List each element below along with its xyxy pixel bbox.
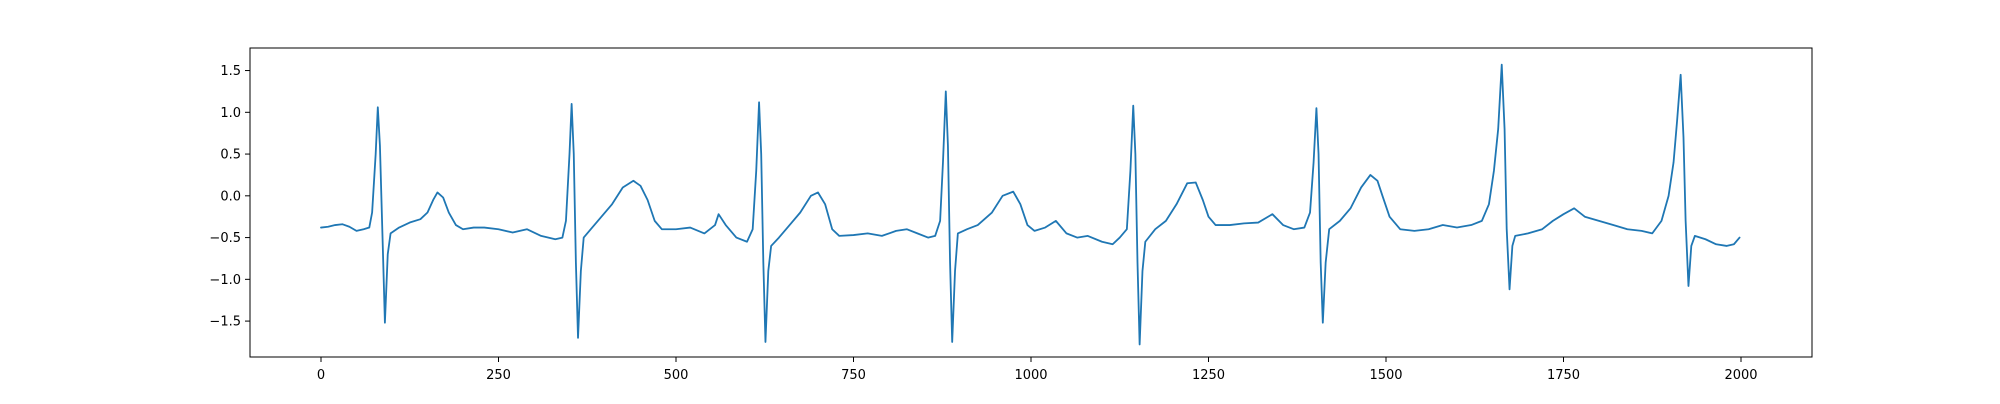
plot-area <box>250 48 1812 357</box>
x-tick-label: 1250 <box>1192 368 1225 383</box>
x-tick-label: 1500 <box>1369 368 1402 383</box>
x-tick-label: 0 <box>317 368 325 383</box>
y-tick-label: −1.5 <box>209 315 241 330</box>
y-tick-label: 0.5 <box>220 148 241 163</box>
x-tick-label: 1750 <box>1547 368 1580 383</box>
y-tick-label: −1.0 <box>209 273 241 288</box>
x-tick-label: 1000 <box>1014 368 1047 383</box>
x-tick-label: 250 <box>486 368 511 383</box>
x-tick-label: 750 <box>841 368 866 383</box>
y-tick-label: 0.0 <box>220 189 241 204</box>
y-tick-label: 1.5 <box>220 64 241 79</box>
y-tick-label: 1.0 <box>220 106 241 121</box>
x-tick-label: 500 <box>664 368 689 383</box>
x-tick-label: 2000 <box>1724 368 1757 383</box>
y-tick-label: −0.5 <box>209 231 241 246</box>
series-line-0 <box>320 63 1741 346</box>
